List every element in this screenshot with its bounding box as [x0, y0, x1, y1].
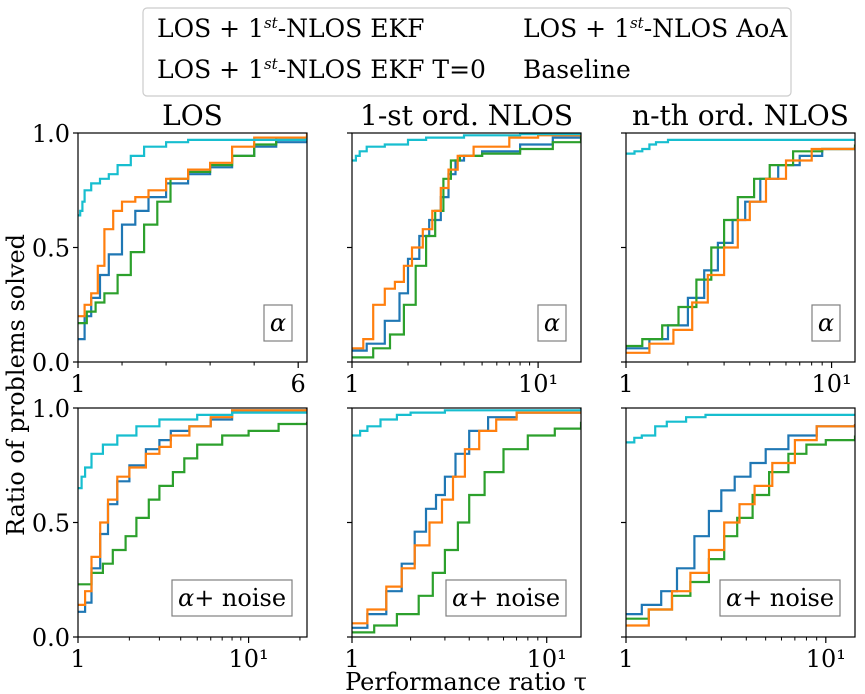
- annotation-label: α+ noise: [178, 584, 286, 612]
- x-axis-label: Performance ratio τ: [345, 668, 587, 694]
- panel-title: n-th ord. NLOS: [632, 99, 849, 132]
- y-tick-label: 0.5: [32, 510, 70, 538]
- panel-title: 1-st ord. NLOS: [360, 99, 573, 132]
- y-tick-label: 0.0: [32, 349, 70, 377]
- legend-entry-ekf-label: LOS + 1st-NLOS EKF: [157, 14, 424, 43]
- x-tick-label: 10¹: [806, 645, 846, 673]
- series-line-2: LOS + 1st-NLOS AoA: [352, 421, 581, 634]
- legend-entry-ekf-t0: LOS + 1st-NLOS EKF T=0: [157, 55, 486, 84]
- y-tick-label: 1.0: [32, 120, 70, 148]
- x-tick-label: 1: [70, 645, 85, 673]
- annotation-label: α: [818, 309, 834, 337]
- legend-label-part: LOS + 1: [157, 14, 264, 43]
- panel-title: LOS: [162, 99, 223, 132]
- legend-label-superscript: st: [630, 14, 645, 32]
- legend-label-part: -NLOS AoA: [644, 14, 789, 43]
- annotation-rest: + noise: [194, 584, 286, 612]
- annotation-symbol: α: [726, 584, 742, 612]
- series-line-2: LOS + 1st-NLOS AoA: [352, 133, 581, 359]
- series-line-4: Baseline: [78, 411, 307, 490]
- annotation-box: [537, 304, 567, 342]
- series-line-3: LOS + 1st-NLOS EKF T=0: [352, 411, 581, 625]
- annotation-symbol: α: [270, 309, 286, 337]
- x-tick-label: 10¹: [811, 370, 851, 398]
- legend-entry-baseline-label: Baseline: [523, 55, 631, 84]
- x-tick-label: 1: [618, 645, 633, 673]
- legend: LOS + 1st-NLOS EKF LOS + 1st-NLOS AoA LO…: [142, 7, 792, 97]
- annotation-symbol: α: [452, 584, 468, 612]
- y-axis-label: Ratio of problems solved: [2, 234, 30, 536]
- annotation-rest: + noise: [742, 584, 834, 612]
- annotation-box: [719, 579, 841, 617]
- series-line-4: Baseline: [626, 413, 855, 444]
- y-tick-label: 1.0: [32, 395, 70, 423]
- y-tick-label: 0.0: [32, 624, 70, 652]
- annotation-rest: + noise: [468, 584, 560, 612]
- legend-label-part: -NLOS EKF T=0: [278, 55, 486, 84]
- series-line-3: LOS + 1st-NLOS EKF T=0: [626, 424, 855, 627]
- legend-label-superscript: st: [264, 55, 279, 73]
- legend-entry-ekf: LOS + 1st-NLOS EKF: [157, 14, 424, 43]
- legend-entry-ekf-t0-label: LOS + 1st-NLOS EKF T=0: [157, 55, 486, 84]
- series-line-2: LOS + 1st-NLOS AoA: [626, 144, 855, 348]
- annotation-label: α: [270, 309, 286, 337]
- series-line-2: LOS + 1st-NLOS AoA: [78, 135, 307, 325]
- x-tick-label: 10¹: [518, 370, 558, 398]
- series-line-4: Baseline: [626, 138, 855, 155]
- series-line-4: Baseline: [352, 133, 581, 162]
- annotation-label: α+ noise: [726, 584, 834, 612]
- legend-label-part: -NLOS EKF: [278, 14, 425, 43]
- x-tick-label: 10¹: [527, 645, 567, 673]
- x-tick-label: 1: [70, 370, 85, 398]
- x-tick-label: 6: [291, 370, 306, 398]
- annotation-box: [263, 304, 293, 342]
- legend-entry-aoa-label: LOS + 1st-NLOS AoA: [523, 14, 788, 43]
- annotation-box: [445, 579, 567, 617]
- annotation-symbol: α: [818, 309, 834, 337]
- legend-entry-baseline: Baseline: [523, 55, 631, 84]
- annotation-symbol: α: [178, 584, 194, 612]
- annotation-box: [171, 579, 293, 617]
- legend-label-superscript: st: [264, 14, 279, 32]
- y-tick-label: 0.5: [32, 235, 70, 263]
- series-line-3: LOS + 1st-NLOS EKF T=0: [626, 146, 855, 354]
- legend-box: [142, 7, 792, 97]
- annotation-label: α: [544, 309, 560, 337]
- annotation-label: α+ noise: [452, 584, 560, 612]
- legend-label-part: LOS + 1: [157, 55, 264, 84]
- series-line-3: LOS + 1st-NLOS EKF T=0: [78, 133, 307, 318]
- series-line-3: LOS + 1st-NLOS EKF T=0: [352, 133, 581, 350]
- legend-label-part: LOS + 1: [523, 14, 630, 43]
- x-tick-label: 1: [618, 370, 633, 398]
- annotation-symbol: α: [544, 309, 560, 337]
- x-tick-label: 1: [344, 645, 359, 673]
- series-line-4: Baseline: [352, 408, 581, 437]
- series-line-3: LOS + 1st-NLOS EKF T=0: [78, 408, 307, 606]
- series-line-4: Baseline: [78, 137, 307, 217]
- x-tick-label: 10¹: [229, 645, 269, 673]
- series-line-1: LOS + 1st-NLOS EKF: [626, 424, 855, 616]
- annotation-box: [811, 304, 841, 342]
- series-line-2: LOS + 1st-NLOS AoA: [78, 421, 307, 586]
- x-tick-label: 1: [344, 370, 359, 398]
- legend-entry-aoa: LOS + 1st-NLOS AoA: [523, 14, 788, 43]
